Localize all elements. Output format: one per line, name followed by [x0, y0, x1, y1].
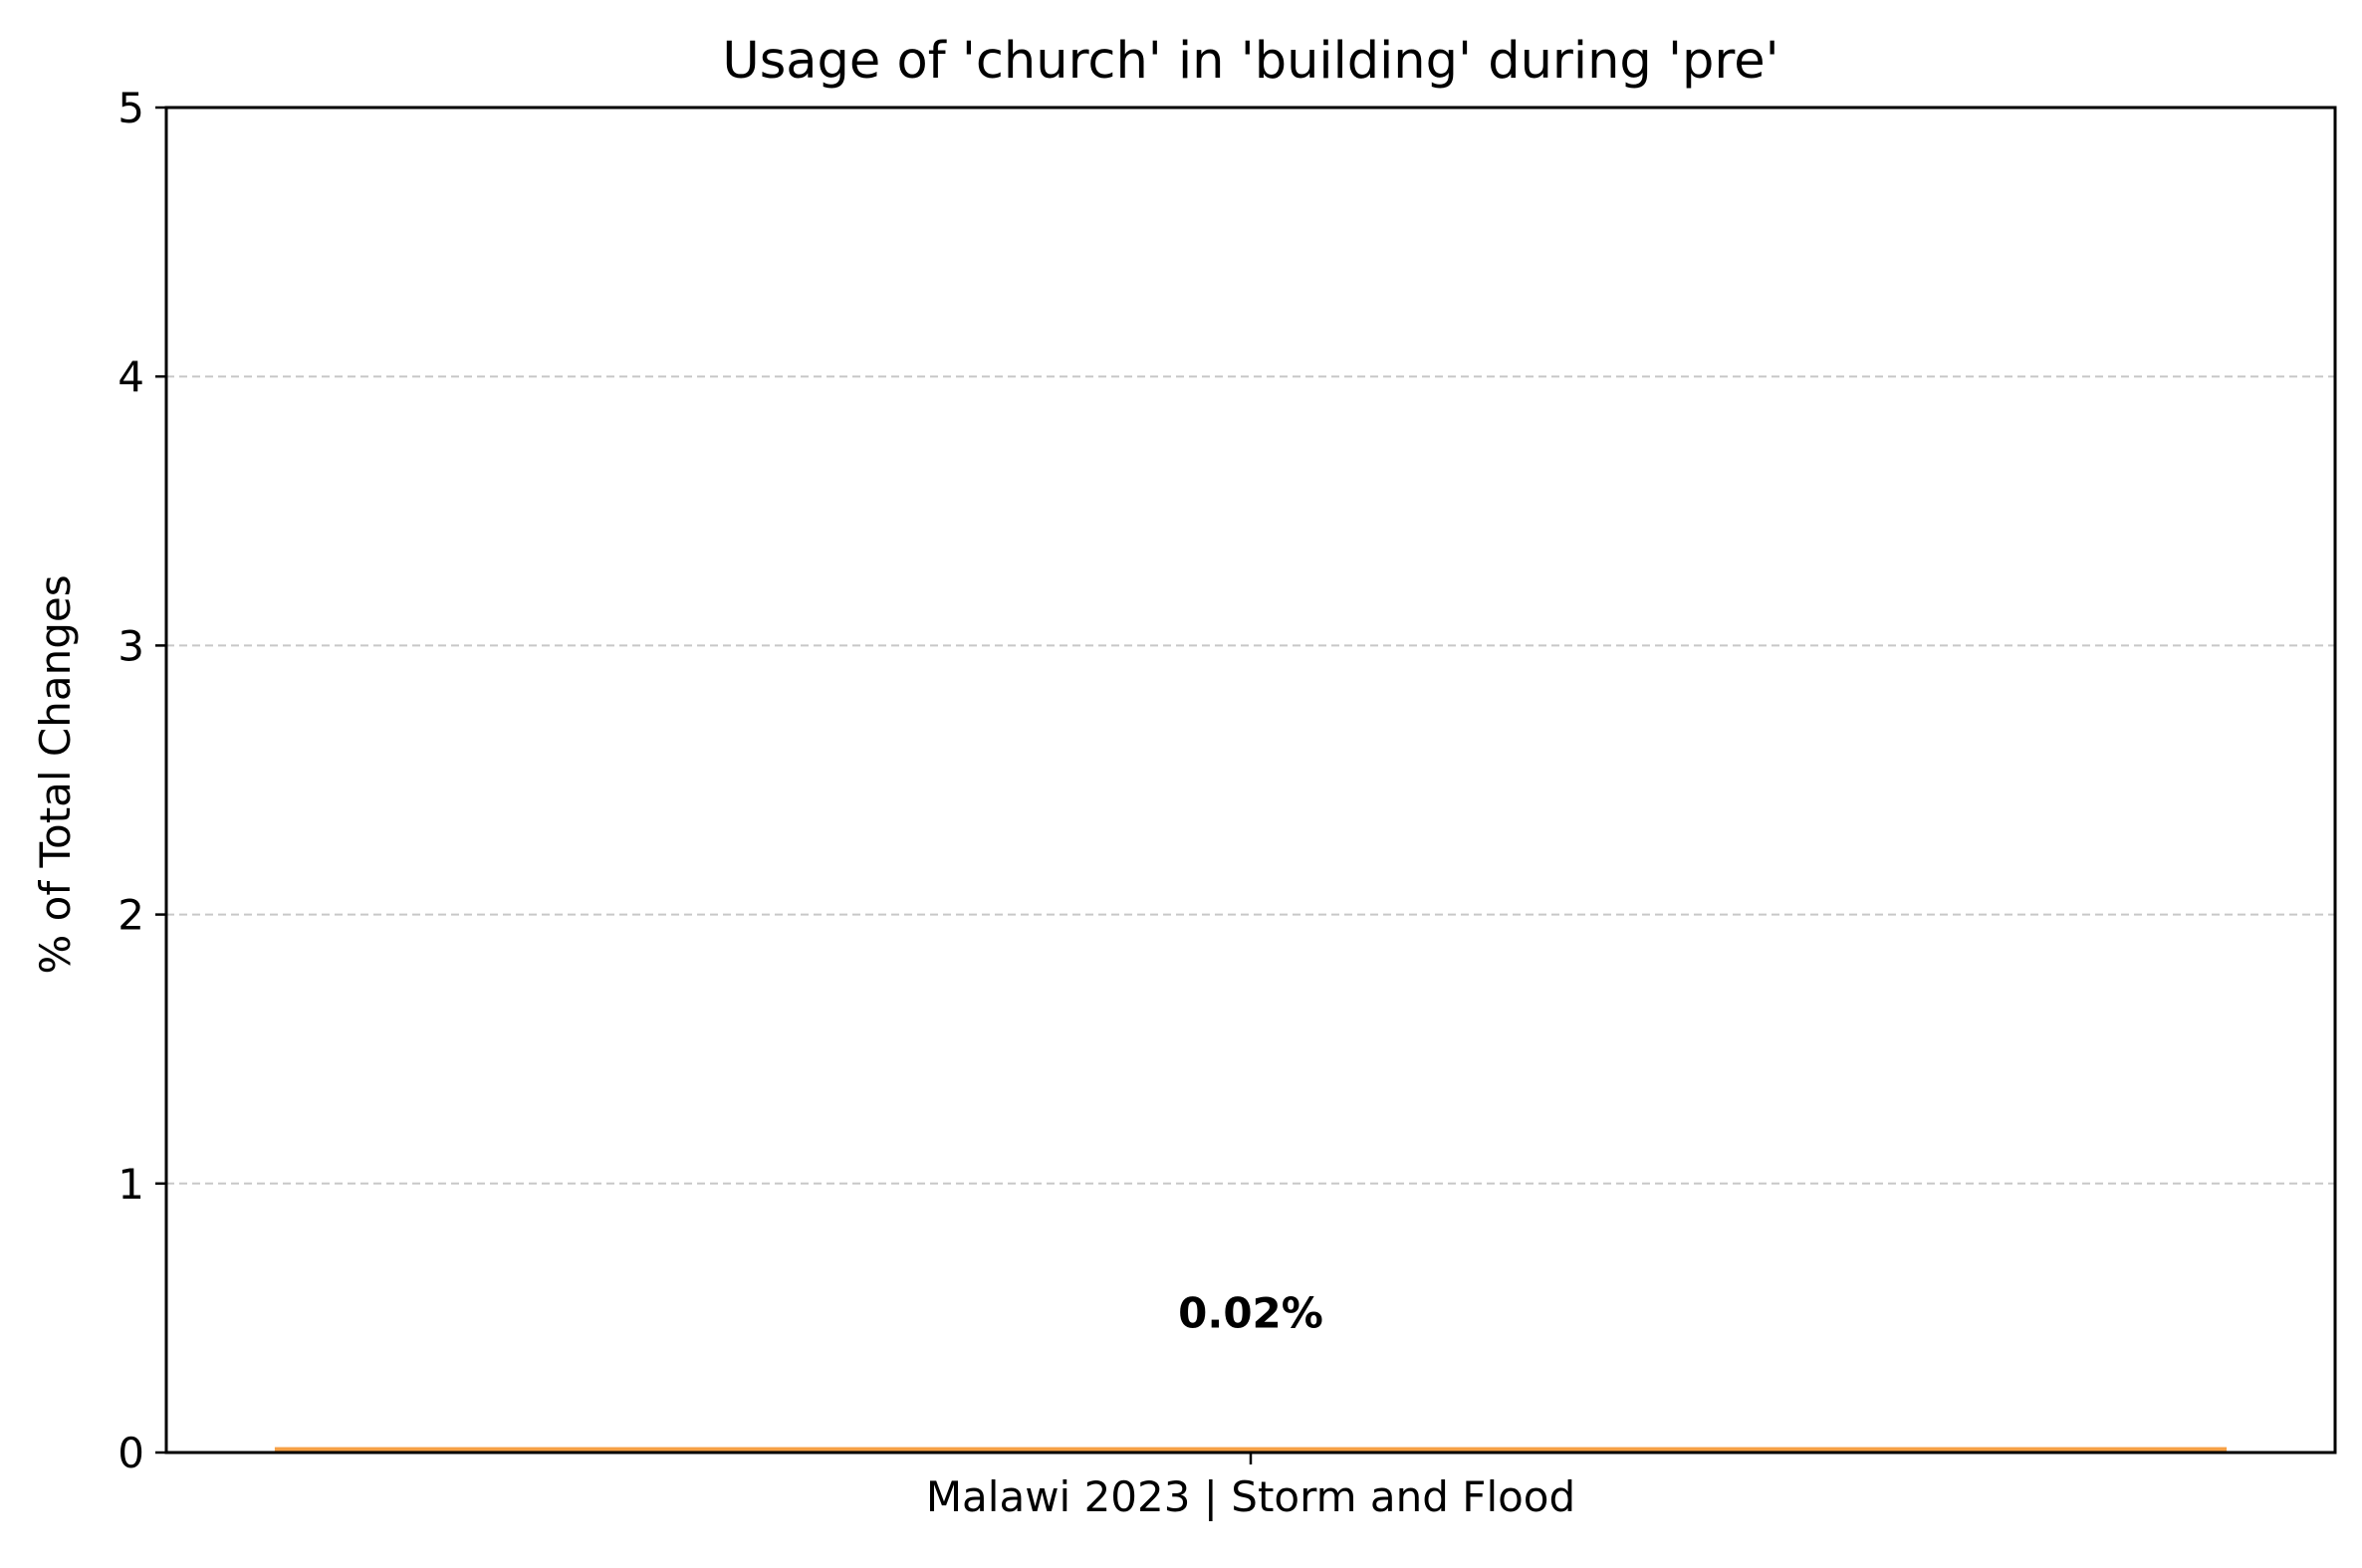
gridlines: [166, 375, 2335, 1185]
y-axis-ticks: 0 1 2 3 4 5: [118, 84, 166, 1477]
y-tick-label: 1: [118, 1160, 144, 1209]
y-tick-label: 2: [118, 891, 144, 940]
x-axis-ticks: Malawi 2023 | Storm and Flood: [926, 1453, 1575, 1521]
y-tick-label: 0: [118, 1429, 144, 1477]
y-tick-label: 5: [118, 84, 144, 132]
x-tick-label: Malawi 2023 | Storm and Flood: [926, 1472, 1575, 1521]
bars: [274, 1447, 2228, 1453]
data-labels: 0.02%: [1178, 1288, 1323, 1337]
y-tick-label: 4: [118, 352, 144, 401]
bar-value-label: 0.02%: [1178, 1288, 1323, 1337]
y-axis-label: % of Total Changes: [31, 574, 80, 974]
y-tick-label: 3: [118, 621, 144, 670]
plot-frame: [164, 106, 2337, 1455]
bar: [274, 1447, 2228, 1453]
chart-title: Usage of 'church' in 'building' during '…: [722, 32, 1778, 91]
